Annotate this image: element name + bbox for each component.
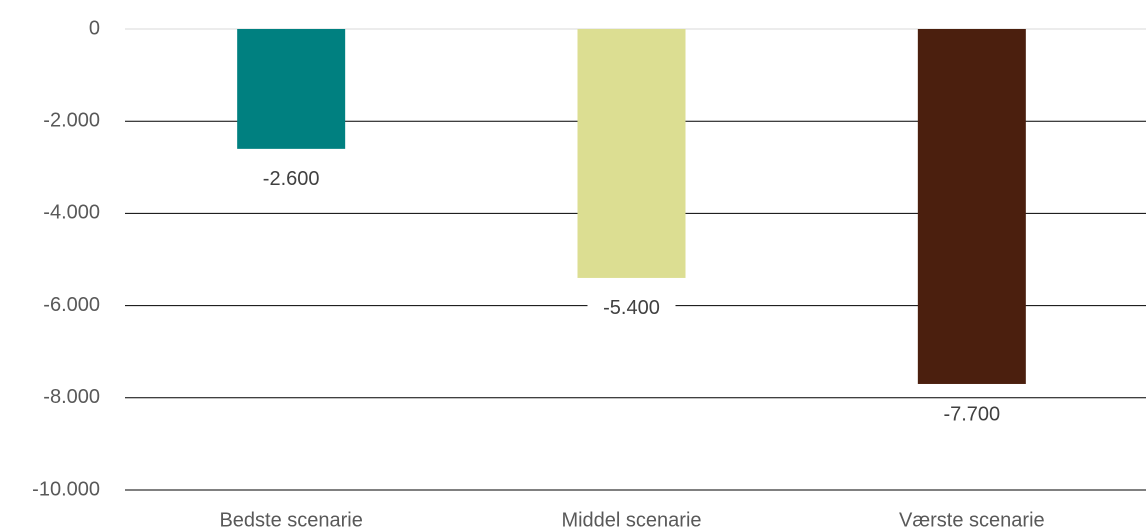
value-label-bg bbox=[587, 292, 676, 325]
bar bbox=[577, 29, 686, 278]
value-label: -2.600 bbox=[263, 168, 320, 190]
value-label-bg bbox=[927, 398, 1016, 431]
y-tick-label: -4.000 bbox=[43, 202, 100, 224]
y-tick-label: -2.000 bbox=[43, 109, 100, 131]
x-tick-label: Middel scenarie bbox=[561, 509, 701, 531]
value-label: -7.700 bbox=[943, 403, 1000, 425]
value-label: -5.400 bbox=[603, 297, 660, 319]
y-tick-label: 0 bbox=[89, 17, 100, 39]
x-tick-label: Bedste scenarie bbox=[219, 509, 362, 531]
y-tick-label: -6.000 bbox=[43, 294, 100, 316]
y-tick-label: -10.000 bbox=[32, 478, 100, 500]
bar bbox=[237, 29, 346, 149]
bar bbox=[917, 29, 1026, 384]
value-label-bg bbox=[247, 163, 336, 196]
x-tick-label: Værste scenarie bbox=[899, 509, 1045, 531]
y-tick-label: -8.000 bbox=[43, 386, 100, 408]
